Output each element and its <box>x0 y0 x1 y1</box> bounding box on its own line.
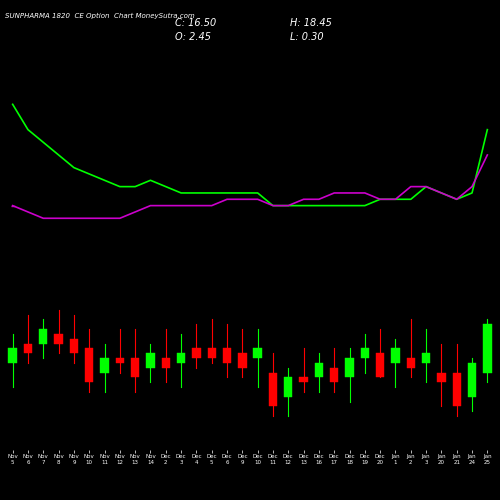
FancyBboxPatch shape <box>269 372 277 406</box>
FancyBboxPatch shape <box>437 372 446 382</box>
FancyBboxPatch shape <box>346 358 354 378</box>
FancyBboxPatch shape <box>300 378 308 382</box>
FancyBboxPatch shape <box>39 329 48 344</box>
FancyBboxPatch shape <box>24 344 32 353</box>
FancyBboxPatch shape <box>54 334 63 344</box>
FancyBboxPatch shape <box>254 348 262 358</box>
FancyBboxPatch shape <box>8 348 17 363</box>
FancyBboxPatch shape <box>162 358 170 368</box>
FancyBboxPatch shape <box>223 348 231 363</box>
FancyBboxPatch shape <box>146 354 154 368</box>
FancyBboxPatch shape <box>100 358 108 372</box>
FancyBboxPatch shape <box>360 348 369 358</box>
FancyBboxPatch shape <box>70 339 78 353</box>
Text: L: 0.30: L: 0.30 <box>290 32 324 42</box>
FancyBboxPatch shape <box>85 348 94 382</box>
Text: C: 16.50: C: 16.50 <box>175 18 216 28</box>
FancyBboxPatch shape <box>116 358 124 363</box>
FancyBboxPatch shape <box>177 354 186 363</box>
FancyBboxPatch shape <box>208 348 216 358</box>
FancyBboxPatch shape <box>314 363 323 378</box>
FancyBboxPatch shape <box>392 348 400 363</box>
FancyBboxPatch shape <box>376 354 384 378</box>
Text: SUNPHARMA 1820  CE Option  Chart MoneySutra.com: SUNPHARMA 1820 CE Option Chart MoneySutr… <box>5 12 195 18</box>
FancyBboxPatch shape <box>131 358 140 378</box>
FancyBboxPatch shape <box>284 378 292 397</box>
Text: H: 18.45: H: 18.45 <box>290 18 332 28</box>
FancyBboxPatch shape <box>192 348 200 358</box>
FancyBboxPatch shape <box>330 368 338 382</box>
Text: O: 2.45: O: 2.45 <box>175 32 211 42</box>
FancyBboxPatch shape <box>238 354 246 368</box>
FancyBboxPatch shape <box>406 358 415 368</box>
FancyBboxPatch shape <box>452 372 461 406</box>
FancyBboxPatch shape <box>483 324 492 372</box>
FancyBboxPatch shape <box>422 354 430 363</box>
FancyBboxPatch shape <box>468 363 476 397</box>
